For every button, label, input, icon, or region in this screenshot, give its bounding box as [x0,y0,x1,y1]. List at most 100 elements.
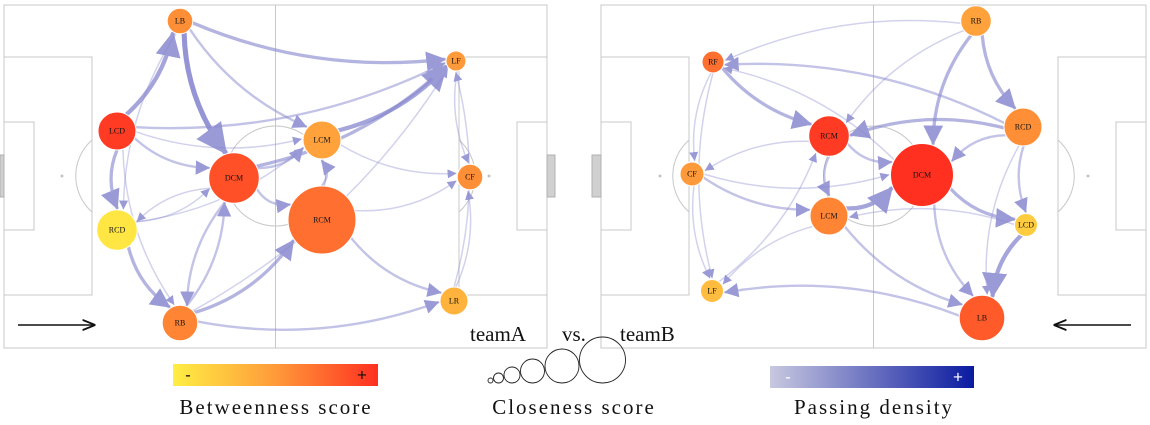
pass-edge-teamB-RCD-RF [724,56,1006,125]
pass-edge-teamA-RB-DCM [185,202,232,308]
pass-edge-teamA-LCD-DCM [133,136,211,175]
pass-edge-teamB-RCD-LCD [1014,144,1028,213]
player-node-teamA-CF [456,163,484,191]
player-node-teamA-RCD [96,209,138,251]
pass-edge-teamA-LB-LF [190,21,447,72]
player-label-teamB-LCM: LCM [820,212,837,221]
player-label-teamB-RCD: RCD [1015,123,1032,132]
pass-edge-teamB-RB-DCM [923,33,973,146]
player-node-teamB-LB [958,294,1006,342]
pass-edge-teamB-LCM-LB [843,225,963,308]
player-label-teamB-RCM: RCM [820,132,838,141]
vs-label: vs. [562,322,586,346]
player-node-teamA-DCM [208,152,260,204]
betweenness-gradient-bar [173,364,378,386]
pass-edge-teamA-RCD-DCM [134,188,210,223]
closeness-legend-circle [493,372,504,384]
pass-edge-teamB-RF-RCM [720,66,813,129]
player-node-teamB-RCD [1003,107,1043,147]
betweenness-legend: - + Betweenness score [173,364,378,419]
pass-edge-teamB-RCD-RCM [849,117,1006,139]
pass-edge-teamB-DCM-LCD [948,186,1016,228]
player-label-teamA-LCD: LCD [109,127,125,136]
player-label-teamA-DCM: DCM [225,174,243,183]
edges-team-a [101,21,474,331]
team-a-label: teamA [470,322,527,346]
pass-edge-teamB-RB-RCM [845,29,965,124]
betweenness-legend-title: Betweenness score [179,395,372,419]
player-node-teamA-LCM [302,120,342,160]
pass-edge-teamA-RCM-CF [353,180,457,212]
pitch-team-a [0,4,556,349]
density-legend-title: Passing density [794,395,954,419]
player-label-teamB-LCD: LCD [1018,221,1034,230]
pass-edge-teamA-RCM-LR [349,236,442,297]
pass-edge-teamB-RCM-CF [704,140,811,172]
betweenness-minus: - [185,366,191,385]
closeness-legend: Closeness score [487,336,654,419]
pass-edge-teamA-LR-CF [455,190,474,288]
pass-edge-teamB-LCM-LF [722,225,814,285]
density-minus: - [785,368,791,387]
pass-edge-teamA-LB-RCD [119,32,178,210]
pass-edge-teamB-RCM-DCM [846,142,893,171]
team-b-label: teamB [620,322,675,346]
pass-edge-teamA-RCM-LCM [320,159,336,188]
player-node-teamA-RCM [287,185,357,255]
betweenness-plus: + [357,366,367,385]
density-legend: - + Passing density [770,366,974,419]
player-label-teamA-LCM: LCM [313,136,330,145]
player-label-teamA-LR: LR [449,297,460,306]
player-label-teamA-RB: RB [175,319,186,328]
pass-edge-teamA-LF-CF [453,70,470,164]
pass-edge-teamA-RCD-RB [126,245,171,309]
player-label-teamB-RF: RF [708,58,718,67]
pass-edge-teamB-LCD-LB [982,233,1024,299]
nodes-team-a: LB LF LCD LCM DCM CF RCD RCM RB LR [96,7,484,342]
player-node-teamB-LCM [809,196,849,236]
pass-edge-teamB-RCD-DCM [951,134,1007,162]
player-node-teamA-LCD [97,111,137,151]
pass-edge-teamB-LB-LF [723,283,961,317]
player-node-teamB-RB [960,5,992,37]
pass-edge-teamB-RB-RCD [980,33,1017,110]
player-node-teamB-DCM [890,143,954,207]
pass-edge-teamA-LCD-RCD [101,148,120,210]
pass-edge-teamA-DCM-RB [180,200,227,306]
pass-edge-teamB-RB-RF [724,19,962,61]
density-gradient-bar [770,366,974,388]
player-label-teamA-LF: LF [451,57,461,66]
player-node-teamB-RCM [808,115,850,157]
player-label-teamA-RCD: RCD [109,226,126,235]
closeness-legend-circle [520,358,545,384]
pass-edge-teamA-LB-LCM [188,28,308,128]
pass-edge-teamB-DCM-RF [723,65,896,161]
player-label-teamA-RCM: RCM [313,216,331,225]
player-node-teamB-CF [679,161,705,187]
pass-edge-teamB-DCM-LB [933,202,974,297]
closeness-legend-circle [544,348,580,384]
pass-edge-teamB-LF-RCM [718,152,817,283]
pass-edge-teamB-CF-LF [691,185,711,279]
pass-edge-teamB-RCM-LCM [816,155,831,197]
player-label-teamB-CF: CF [687,170,697,179]
player-label-teamA-LB: LB [175,17,185,26]
player-node-teamA-LR [439,286,469,316]
player-label-teamB-DCM: DCM [913,171,931,180]
closeness-legend-circle [487,377,494,384]
player-label-teamB-RB: RB [971,17,982,26]
pass-edge-teamB-LCD-LCM [849,207,1016,226]
player-node-teamB-RF [701,50,725,74]
pass-edge-teamA-LCD-LCM [135,131,302,149]
player-label-teamB-LB: LB [977,314,987,323]
closeness-legend-circle [579,336,626,384]
density-plus: + [953,368,963,387]
closeness-legend-circles [487,336,626,384]
pass-edge-teamA-LB-DCM [181,30,228,155]
pass-edge-teamB-RF-CF [689,72,712,162]
pass-edge-teamA-RB-RCM [192,239,295,315]
pass-edge-teamA-DCM-RCD [136,187,212,222]
nodes-team-b: RB RF RCD RCM DCM CF LCM LCD LF LB [679,5,1043,342]
player-label-teamA-CF: CF [465,173,475,182]
